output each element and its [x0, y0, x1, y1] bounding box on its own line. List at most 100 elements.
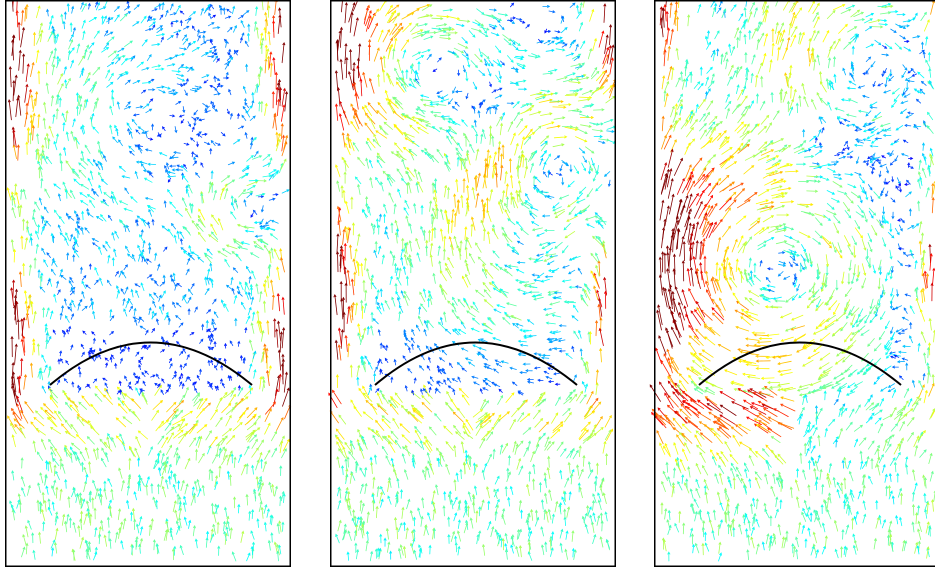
vector-arrow: [344, 530, 347, 540]
vector-arrow: [700, 124, 707, 131]
vector-arrow: [844, 478, 846, 489]
vector-arrow: [847, 156, 852, 158]
vector-arrow: [188, 309, 190, 315]
vector-arrow: [701, 310, 712, 320]
vector-arrow: [19, 502, 21, 512]
vector-arrow: [737, 200, 750, 208]
vector-arrow: [226, 180, 234, 186]
vector-arrow: [152, 65, 160, 68]
vector-arrow: [579, 97, 591, 99]
vector-arrow: [802, 245, 806, 252]
vector-arrow: [803, 360, 813, 366]
vector-arrow: [685, 418, 697, 427]
vector-arrow: [210, 5, 213, 9]
vector-arrow: [411, 66, 415, 73]
vector-arrow: [177, 53, 185, 56]
vector-arrow: [227, 9, 231, 12]
vector-arrow: [363, 328, 366, 339]
vector-arrow: [489, 24, 497, 27]
vector-arrow: [145, 330, 148, 335]
vector-arrow: [8, 100, 11, 120]
vector-arrow: [526, 25, 530, 28]
vector-arrow: [736, 85, 739, 94]
vector-arrow: [172, 70, 180, 72]
vector-arrow: [228, 27, 233, 31]
vector-arrow: [114, 249, 117, 256]
vector-arrow: [360, 528, 363, 538]
vector-arrow: [49, 417, 57, 427]
vector-arrow: [33, 312, 36, 323]
vector-arrow: [443, 506, 445, 516]
vector-arrow: [153, 540, 155, 550]
vector-arrow: [21, 411, 28, 424]
vector-arrow: [430, 201, 432, 211]
vector-arrow: [515, 444, 518, 454]
vector-arrow: [91, 302, 93, 310]
vector-arrow: [707, 512, 710, 521]
vector-arrow: [772, 450, 779, 460]
vector-arrow: [752, 28, 757, 38]
vector-arrow: [14, 75, 17, 95]
vector-arrow: [661, 503, 663, 514]
vector-arrow: [355, 177, 361, 184]
vector-arrow: [202, 324, 204, 330]
vector-arrow: [336, 534, 340, 542]
vector-arrow: [597, 165, 599, 174]
vector-arrow: [580, 187, 586, 193]
vector-arrow: [599, 139, 609, 141]
vector-arrow: [843, 148, 847, 150]
vector-arrow: [536, 97, 545, 100]
vector-arrow: [97, 448, 99, 459]
vector-arrow: [402, 239, 404, 250]
vector-arrow: [747, 535, 749, 545]
vector-arrow: [35, 202, 40, 210]
vector-arrow: [218, 546, 220, 555]
vector-arrow: [733, 478, 735, 489]
vector-arrow: [383, 346, 386, 350]
vector-arrow: [662, 136, 667, 149]
vector-arrow: [124, 7, 129, 11]
vector-arrow: [36, 50, 39, 62]
vector-arrow: [843, 202, 849, 211]
vector-arrow: [502, 113, 505, 120]
vector-arrow: [496, 75, 501, 82]
vector-arrow: [238, 341, 240, 346]
vector-arrow: [406, 276, 408, 285]
vector-arrow: [72, 443, 80, 450]
vector-arrow: [912, 470, 915, 481]
vector-arrow: [54, 543, 56, 554]
vector-arrow: [85, 385, 89, 388]
vector-arrow: [367, 512, 369, 523]
vector-arrow: [580, 3, 582, 13]
vector-arrow: [282, 89, 285, 106]
vector-arrow: [882, 54, 889, 56]
vector-arrow: [878, 424, 882, 433]
vector-arrow: [770, 386, 781, 388]
vector-arrow: [814, 469, 817, 479]
vector-arrow: [549, 490, 552, 500]
vector-arrow: [740, 442, 751, 449]
vector-arrow: [149, 525, 151, 536]
vector-arrow: [271, 432, 276, 441]
vector-arrow: [834, 521, 837, 532]
vector-arrow: [906, 115, 912, 118]
vector-arrow: [69, 326, 71, 331]
vector-arrow: [135, 284, 140, 287]
vector-arrow: [23, 535, 26, 545]
vector-arrow: [82, 276, 86, 281]
vector-arrow: [862, 278, 866, 288]
vector-arrow: [119, 381, 121, 385]
vector-arrow: [131, 197, 137, 203]
vector-arrow: [110, 106, 113, 115]
vector-arrow: [809, 39, 811, 51]
vector-arrow: [534, 279, 542, 281]
vector-arrow: [845, 547, 847, 556]
vector-arrow: [31, 422, 39, 432]
vector-arrow: [750, 101, 754, 109]
vector-arrow: [88, 51, 92, 60]
vector-arrow: [929, 319, 931, 331]
vector-arrow: [463, 179, 465, 193]
vector-arrow: [210, 334, 212, 339]
vector-arrow: [84, 514, 88, 525]
vector-arrow: [46, 461, 48, 469]
